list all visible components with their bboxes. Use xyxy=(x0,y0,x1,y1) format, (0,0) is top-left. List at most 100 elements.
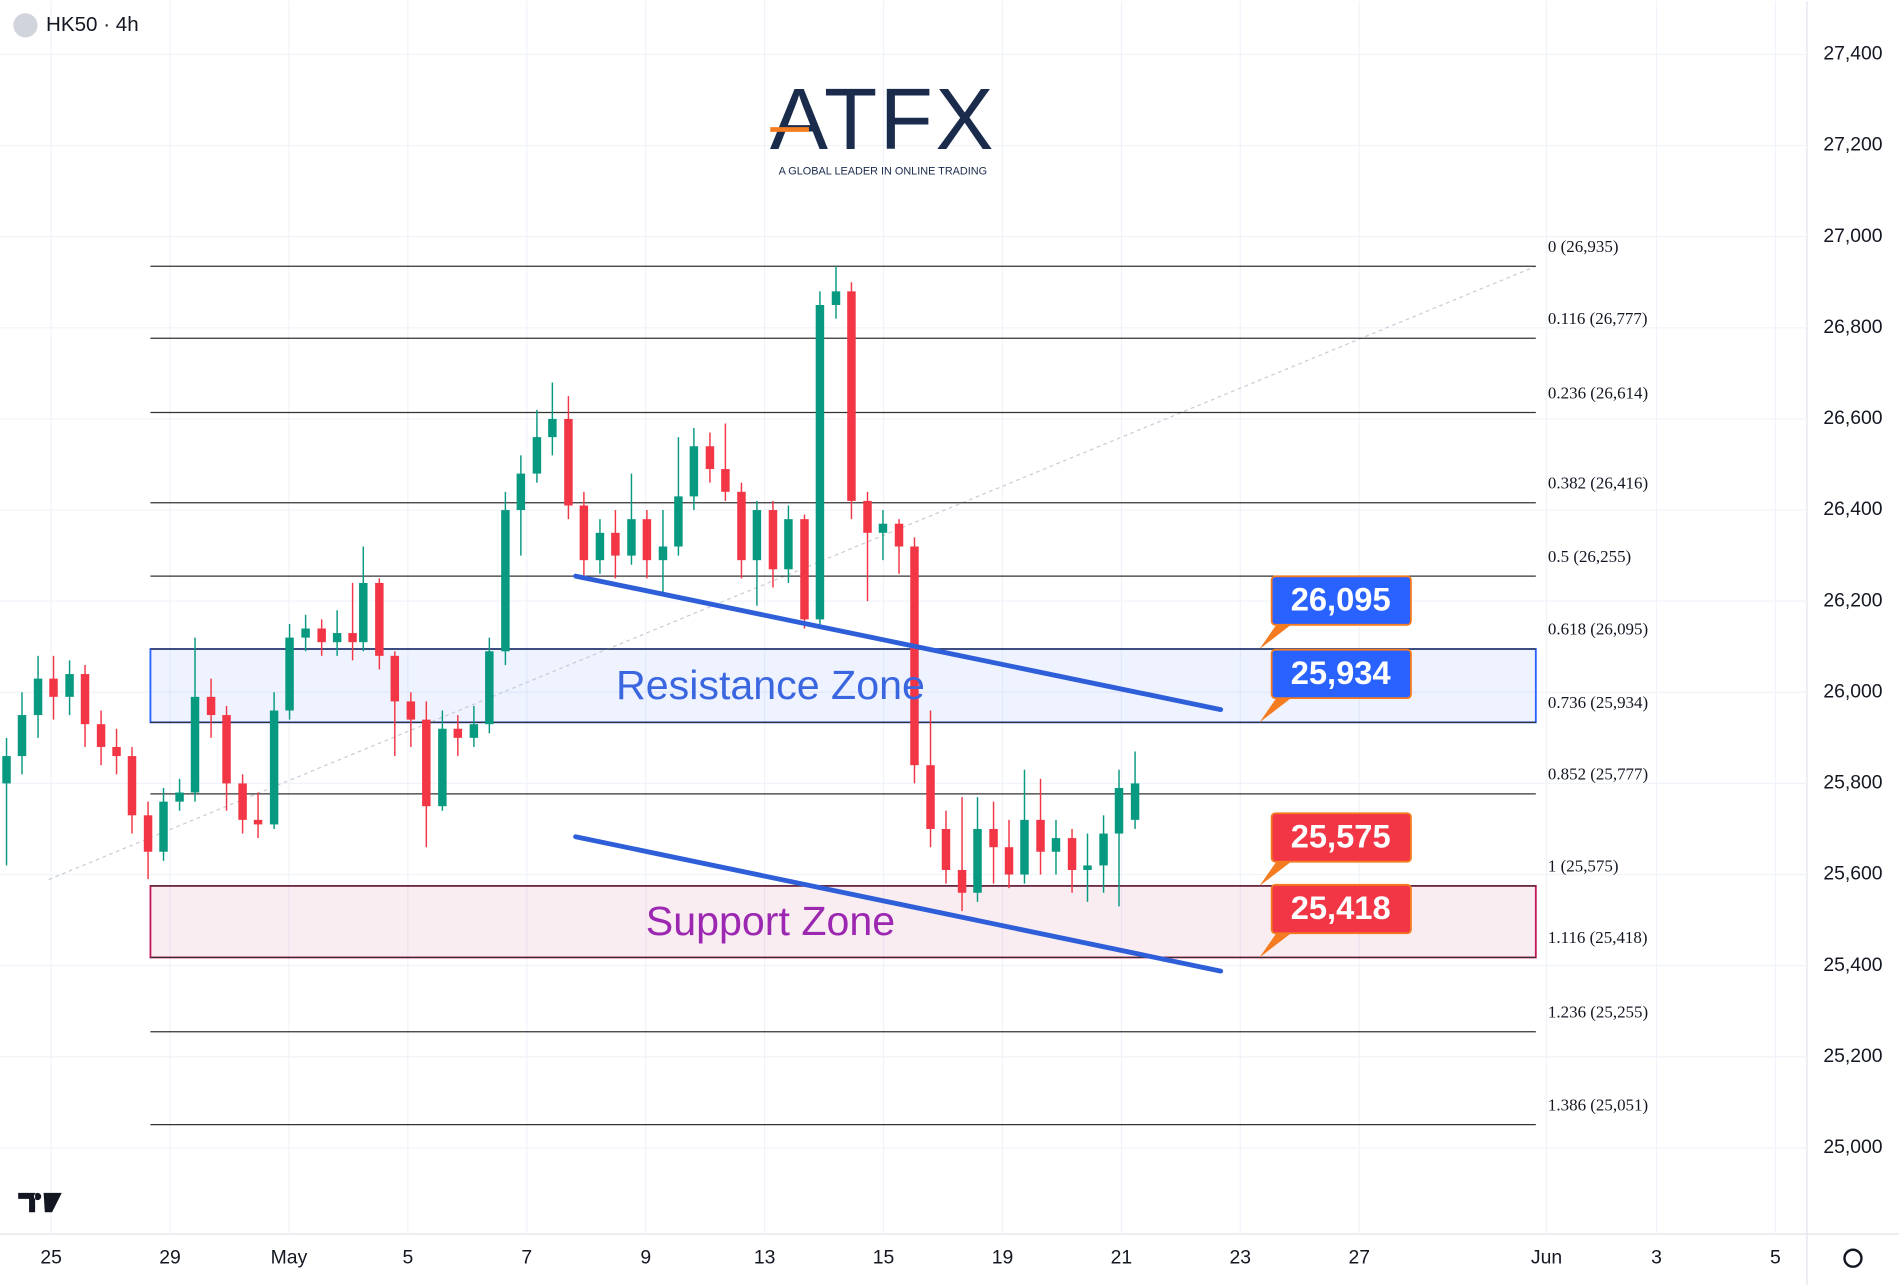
zone-label: Support Zone xyxy=(646,898,895,944)
candle-body xyxy=(642,519,652,561)
candle-body xyxy=(674,496,683,547)
fib-label: 0.618 (26,095) xyxy=(1548,620,1648,639)
candle-body xyxy=(894,523,904,547)
settings-icon[interactable] xyxy=(1843,1248,1863,1268)
candle-body xyxy=(285,637,294,711)
candle-body xyxy=(1130,783,1140,820)
candle-body xyxy=(159,801,168,852)
candle-body xyxy=(2,756,11,784)
x-tick-label: 29 xyxy=(159,1246,181,1268)
candle-body xyxy=(737,491,746,561)
candle-body xyxy=(689,446,699,497)
x-tick-label: 21 xyxy=(1111,1246,1133,1268)
y-tick-label: 27,400 xyxy=(1823,43,1882,65)
candle-body xyxy=(80,674,90,725)
candle-body xyxy=(705,446,715,470)
candle-body xyxy=(112,746,121,757)
candle-body xyxy=(768,510,778,570)
candle-body xyxy=(438,728,447,807)
price-tag-label: 25,934 xyxy=(1291,654,1391,691)
candle-body xyxy=(33,678,43,716)
zone-label: Resistance Zone xyxy=(616,662,925,708)
candle-body xyxy=(1099,833,1108,866)
candle-body xyxy=(973,828,982,893)
candle-body xyxy=(784,519,793,570)
candle-body xyxy=(721,469,730,492)
fib-label: 1.236 (25,255) xyxy=(1548,1002,1648,1021)
candle-body xyxy=(595,532,605,561)
candle-body xyxy=(96,724,106,747)
y-tick-label: 25,200 xyxy=(1823,1045,1882,1067)
price-tag-label: 25,418 xyxy=(1291,889,1391,926)
candle-body xyxy=(238,783,247,820)
fib-label: 0.236 (26,614) xyxy=(1548,383,1648,402)
fib-label: 0 (26,935) xyxy=(1548,237,1619,256)
candle-body xyxy=(1051,838,1061,852)
candle-body xyxy=(222,715,231,784)
candle-body xyxy=(1004,847,1014,875)
candle-body xyxy=(317,628,326,643)
candle-body xyxy=(910,546,919,766)
fib-label: 0.116 (26,777) xyxy=(1548,309,1648,328)
candle-body xyxy=(532,437,542,474)
candle-body xyxy=(1083,865,1092,870)
x-tick-label: 13 xyxy=(754,1246,776,1268)
candle-body xyxy=(49,678,58,697)
candle-body xyxy=(579,505,589,561)
symbol-title: HK50 · 4h xyxy=(46,13,139,36)
fib-label: 1.386 (25,051) xyxy=(1548,1095,1648,1114)
x-tick-label: 5 xyxy=(402,1246,413,1268)
candle-body xyxy=(564,418,573,506)
candle-body xyxy=(989,828,998,848)
y-tick-label: 26,000 xyxy=(1823,680,1882,702)
candle-body xyxy=(359,582,368,643)
fib-label: 0.852 (25,777) xyxy=(1548,765,1648,784)
y-tick-label: 25,000 xyxy=(1823,1136,1882,1158)
fib-label: 0.736 (25,934) xyxy=(1548,693,1648,712)
candle-body xyxy=(269,710,279,825)
y-tick-label: 26,400 xyxy=(1823,498,1882,520)
price-tag-label: 25,575 xyxy=(1291,817,1391,854)
trendline xyxy=(573,573,1224,713)
logo-tagline: A GLOBAL LEADER IN ONLINE TRADING xyxy=(779,166,987,178)
grid xyxy=(0,1,1807,1235)
y-tick-label: 26,200 xyxy=(1823,589,1882,611)
candle-body xyxy=(548,418,557,438)
candle-body xyxy=(406,701,416,720)
x-tick-label: May xyxy=(271,1246,308,1268)
logo: ATFX xyxy=(770,71,996,168)
candle-body xyxy=(65,674,74,697)
tradingview-logo xyxy=(18,1192,62,1213)
candle-body xyxy=(17,715,27,757)
x-tick-label: 27 xyxy=(1348,1246,1370,1268)
candle-body xyxy=(611,532,620,556)
candle-body xyxy=(847,291,856,501)
fib-label: 1.116 (25,418) xyxy=(1548,928,1648,947)
candle-body xyxy=(800,519,809,620)
candle-body xyxy=(878,523,888,533)
fib-label: 0.5 (26,255) xyxy=(1548,547,1631,566)
candle-body xyxy=(926,765,935,829)
price-tag xyxy=(1270,812,1412,863)
candle-body xyxy=(957,869,967,893)
candles xyxy=(2,266,1140,911)
candle-body xyxy=(190,696,200,793)
x-tick-label: 25 xyxy=(40,1246,62,1268)
candle-body xyxy=(127,756,137,816)
y-tick-label: 25,600 xyxy=(1823,863,1882,885)
x-tick-label: 15 xyxy=(873,1246,895,1268)
candle-body xyxy=(752,510,762,561)
candle-body xyxy=(501,510,510,652)
candle-body xyxy=(348,633,357,643)
x-tick-label: 5 xyxy=(1770,1246,1781,1268)
candle-body xyxy=(485,651,494,725)
y-tick-label: 27,000 xyxy=(1823,225,1882,247)
candle-body xyxy=(175,792,184,802)
price-tag xyxy=(1270,883,1412,935)
candle-body xyxy=(453,728,463,738)
x-tick-label: 19 xyxy=(992,1246,1014,1268)
candle-body xyxy=(206,696,216,716)
y-tick-label: 25,800 xyxy=(1823,772,1882,794)
candle-body xyxy=(941,828,951,870)
candle-body xyxy=(143,815,153,852)
